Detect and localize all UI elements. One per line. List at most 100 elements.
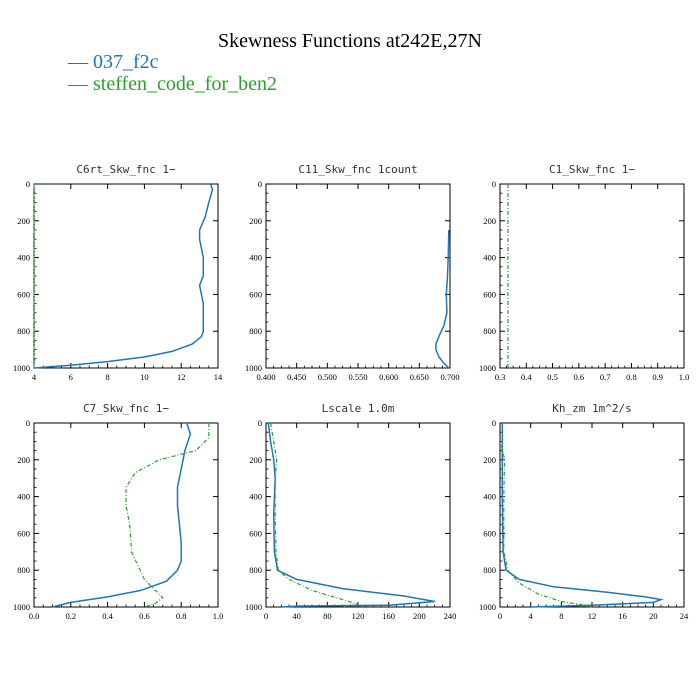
x-tick-label-3-1: 0.2 [65, 611, 76, 621]
y-tick-label-3-5: 1000 [13, 602, 30, 612]
series-line-5-1 [500, 444, 593, 608]
x-tick-label-4-4: 160 [382, 611, 395, 621]
y-tick-label-0-5: 1000 [13, 363, 30, 373]
y-tick-label-2-3: 600 [483, 289, 496, 299]
x-tick-label-3-5: 1.0 [213, 611, 224, 621]
y-tick-label-5-3: 600 [483, 528, 496, 538]
y-tick-label-3-1: 200 [17, 455, 30, 465]
y-tick-label-4-0: 0 [258, 418, 262, 428]
x-tick-label-2-0: 0.3 [495, 372, 506, 382]
panel-4: Lscale 1.0m 0 40 80 120 160 200 240 0 200 400 600 80… [245, 402, 456, 621]
y-tick-label-5-5: 1000 [479, 602, 496, 612]
y-tick-label-1-2: 400 [249, 253, 262, 263]
x-tick-label-1-0: 0.400 [256, 372, 275, 382]
y-tick-label-4-4: 800 [249, 565, 262, 575]
x-tick-label-2-6: 0.9 [652, 372, 663, 382]
x-tick-label-5-5: 20 [649, 611, 658, 621]
y-tick-label-0-0: 0 [26, 179, 30, 189]
x-tick-label-2-2: 0.5 [547, 372, 558, 382]
plot-frame-0 [33, 183, 219, 369]
y-tick-label-3-3: 600 [17, 528, 30, 538]
y-tick-label-0-2: 400 [17, 253, 30, 263]
panel-2: C1_Skw_fnc 1− 0.3 0.4 0.5 0.6 0.7 0.8 0.9 1.0 0 20… [479, 163, 689, 382]
plot-frame-1 [265, 183, 451, 369]
panel-title-5: Kh_zm 1m^2/s [552, 402, 631, 415]
panel-1: C11_Skw_fnc 1count 0.400 0.450 0.500 0.550 0.… [245, 163, 460, 382]
series-line-1-0 [435, 229, 450, 369]
y-tick-label-4-3: 600 [249, 528, 262, 538]
x-tick-label-2-4: 0.7 [600, 372, 611, 382]
panel-title-3: C7_Skw_fnc 1− [83, 402, 169, 415]
x-tick-label-4-0: 0 [264, 611, 268, 621]
x-tick-label-3-3: 0.6 [139, 611, 150, 621]
x-tick-label-0-5: 14 [214, 372, 223, 382]
x-tick-label-1-2: 0.500 [318, 372, 337, 382]
y-tick-label-2-1: 200 [483, 216, 496, 226]
x-tick-label-2-7: 1.0 [679, 372, 690, 382]
y-tick-label-2-5: 1000 [479, 363, 496, 373]
y-tick-label-1-4: 800 [249, 326, 262, 336]
y-tick-label-5-1: 200 [483, 455, 496, 465]
series-line-3-0 [52, 422, 192, 608]
y-tick-label-5-0: 0 [492, 418, 496, 428]
y-tick-label-2-2: 400 [483, 253, 496, 263]
x-tick-label-1-1: 0.450 [287, 372, 306, 382]
series-line-0-0 [33, 183, 214, 369]
plot-frame-4 [265, 422, 451, 608]
y-tick-label-0-3: 600 [17, 289, 30, 299]
x-tick-label-0-3: 10 [140, 372, 149, 382]
x-tick-label-5-6: 24 [680, 611, 689, 621]
series-line-4-1 [270, 422, 359, 608]
x-tick-label-2-5: 0.8 [626, 372, 637, 382]
y-tick-label-1-5: 1000 [245, 363, 262, 373]
y-tick-label-3-0: 0 [26, 418, 30, 428]
y-tick-label-3-4: 800 [17, 565, 30, 575]
panel-title-0: C6rt_Skw_fnc 1− [76, 163, 176, 176]
plot-frame-3 [33, 422, 219, 608]
plot-frame-2 [499, 183, 685, 369]
y-tick-label-3-2: 400 [17, 492, 30, 502]
x-tick-label-4-3: 120 [352, 611, 365, 621]
panel-title-1: C11_Skw_fnc 1count [298, 163, 417, 176]
x-tick-label-2-1: 0.4 [521, 372, 532, 382]
y-tick-label-0-4: 800 [17, 326, 30, 336]
x-tick-label-0-4: 12 [177, 372, 186, 382]
y-tick-label-1-0: 0 [258, 179, 262, 189]
x-tick-label-0-1: 6 [69, 372, 73, 382]
x-tick-label-1-5: 0.650 [410, 372, 429, 382]
x-tick-label-4-2: 80 [323, 611, 332, 621]
x-tick-label-5-0: 0 [498, 611, 502, 621]
y-tick-label-0-1: 200 [17, 216, 30, 226]
x-tick-label-5-4: 16 [618, 611, 627, 621]
x-tick-label-0-0: 4 [32, 372, 37, 382]
x-tick-label-4-6: 240 [444, 611, 457, 621]
x-tick-label-1-6: 0.700 [440, 372, 459, 382]
y-tick-label-5-4: 800 [483, 565, 496, 575]
panel-3: C7_Skw_fnc 1− 0.0 0.2 0.4 0.6 0.8 1.0 0 200 400 60… [13, 402, 223, 621]
y-tick-label-5-2: 400 [483, 492, 496, 502]
y-tick-label-1-1: 200 [249, 216, 262, 226]
x-tick-label-2-3: 0.6 [574, 372, 585, 382]
y-tick-label-2-0: 0 [492, 179, 496, 189]
series-line-5-0 [501, 423, 664, 608]
x-tick-label-3-4: 0.8 [176, 611, 187, 621]
x-tick-label-3-2: 0.4 [102, 611, 113, 621]
legend-entry-1: — steffen_code_for_ben2 [68, 73, 278, 95]
panel-5: Kh_zm 1m^2/s 0 4 8 12 16 20 24 0 200 400 600 800 1000 [479, 402, 689, 621]
x-tick-label-3-0: 0.0 [29, 611, 40, 621]
panel-title-4: Lscale 1.0m [322, 402, 395, 415]
series-line-3-1 [125, 423, 210, 608]
plot-frame-5 [499, 422, 685, 608]
x-tick-label-1-3: 0.550 [348, 372, 367, 382]
x-tick-label-4-5: 200 [413, 611, 426, 621]
y-tick-label-4-1: 200 [249, 455, 262, 465]
y-tick-label-4-5: 1000 [245, 602, 262, 612]
x-tick-label-4-1: 40 [292, 611, 301, 621]
panel-0: C6rt_Skw_fnc 1− 4 6 8 10 12 14 0 200 400 600 800 100… [13, 163, 223, 382]
y-tick-label-4-2: 400 [249, 492, 262, 502]
x-tick-label-5-3: 12 [588, 611, 597, 621]
x-tick-label-1-4: 0.600 [379, 372, 398, 382]
x-tick-label-0-2: 8 [105, 372, 109, 382]
figure-title: Skewness Functions at242E,27N [218, 30, 482, 52]
